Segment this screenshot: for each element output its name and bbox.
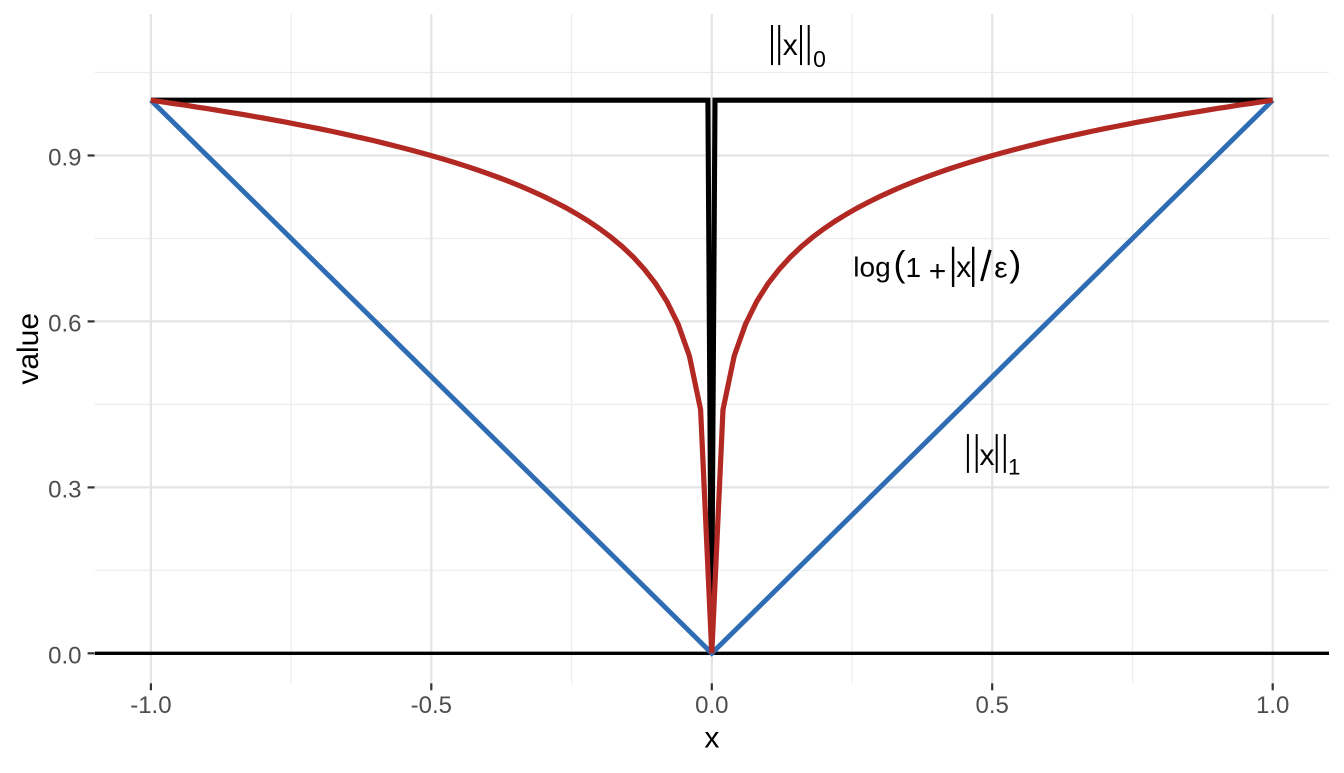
svg-text:(: ( xyxy=(894,243,906,284)
svg-text:x: x xyxy=(980,439,995,472)
svg-text:-1.0: -1.0 xyxy=(130,692,171,719)
svg-text:x: x xyxy=(704,722,719,755)
svg-text:1: 1 xyxy=(906,252,922,283)
svg-text:1.0: 1.0 xyxy=(1256,692,1289,719)
svg-text:-0.5: -0.5 xyxy=(411,692,452,719)
svg-text:0.0: 0.0 xyxy=(48,642,81,669)
svg-text:value: value xyxy=(12,313,45,385)
svg-text:0.9: 0.9 xyxy=(48,145,81,172)
svg-text:1: 1 xyxy=(1008,454,1020,479)
svg-text:0.5: 0.5 xyxy=(976,692,1009,719)
svg-text:0: 0 xyxy=(813,46,826,72)
svg-text:x: x xyxy=(783,29,798,62)
svg-text:+: + xyxy=(929,255,947,288)
svg-text:): ) xyxy=(1009,243,1021,284)
svg-text:0.6: 0.6 xyxy=(48,310,81,337)
svg-text:0.0: 0.0 xyxy=(695,692,728,719)
svg-text:x: x xyxy=(956,251,971,284)
svg-text:0.3: 0.3 xyxy=(48,476,81,503)
svg-text:ε: ε xyxy=(994,252,1007,285)
svg-text:log: log xyxy=(853,252,890,283)
